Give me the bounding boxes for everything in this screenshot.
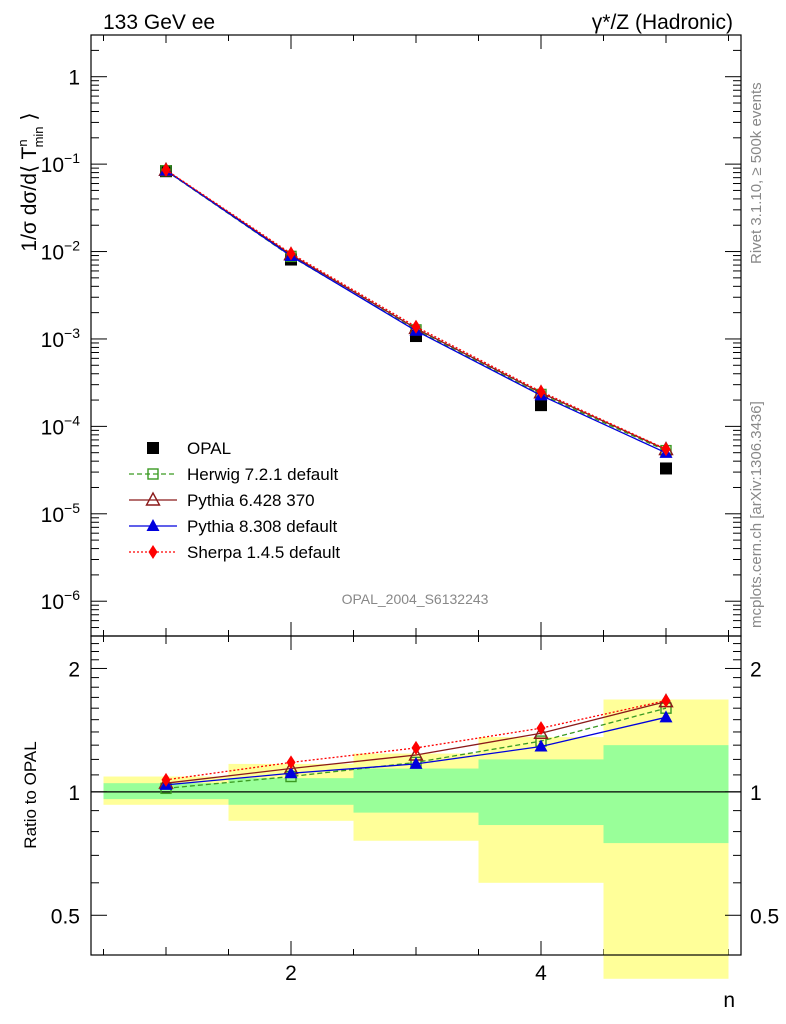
main-plot-layer: 1 10−1 10−2 10−3 10−4 10−5 10−6: [41, 34, 742, 955]
ratio-y-tick-label-right: 0.5: [750, 905, 779, 928]
data-point: [535, 399, 547, 412]
ratio-data-point: [284, 766, 298, 779]
data-point: [661, 442, 671, 457]
legend-label: Herwig 7.2.1 default: [187, 465, 338, 484]
ratio-green-band: [103, 783, 229, 800]
ratio-frame: [90, 635, 742, 956]
legend-marker: [147, 468, 159, 480]
ratio-data-point: [533, 724, 549, 739]
y-tick-label: 10−1: [41, 150, 81, 177]
legend-label: OPAL: [187, 439, 231, 458]
ratio-data-point: [659, 710, 673, 723]
rivet-version-label: Rivet 3.1.10, ≥ 500k events: [748, 82, 765, 264]
x-tick-label: 2: [285, 962, 297, 985]
y-tick-label: 10−3: [41, 325, 81, 352]
ratio-green-band: [353, 768, 479, 813]
svg-text:1/σ dσ/d⟨ Tnmin ⟩: 1/σ dσ/d⟨ Tnmin ⟩: [15, 112, 46, 251]
series-line: [165, 169, 667, 450]
data-point: [286, 246, 296, 261]
data-point: [660, 462, 672, 475]
ratio-data-point: [409, 756, 423, 769]
y-tick-label: 10−2: [41, 238, 81, 265]
legend-label: Pythia 6.428 370: [187, 491, 315, 510]
x-axis-label: n: [723, 989, 735, 1012]
legend-marker: [147, 442, 159, 454]
legend-marker: [145, 491, 161, 506]
ratio-data-point: [411, 740, 421, 755]
y-tick-label: 10−5: [41, 500, 81, 527]
ratio-y-tick-label: 1: [68, 782, 80, 805]
y-tick-label: 10−4: [41, 412, 81, 439]
ratio-y-tick-label-right: 2: [750, 658, 762, 681]
analysis-id-label: OPAL_2004_S6132243: [342, 591, 489, 607]
data-point: [161, 162, 171, 177]
legend-marker: [146, 519, 160, 531]
series-line: [165, 169, 667, 454]
data-point: [411, 319, 421, 334]
ratio-green-band: [603, 745, 729, 844]
ratio-data-point: [286, 755, 296, 770]
x-tick-label: 4: [535, 962, 547, 985]
ratio-data-point: [534, 739, 548, 752]
header-energy-label: 133 GeV ee: [103, 11, 215, 34]
ratio-y-tick-label: 2: [68, 658, 80, 681]
ratio-data-point: [536, 721, 546, 736]
mcplots-credit-label: mcplots.cern.ch [arXiv:1306.3436]: [748, 401, 765, 628]
legend: OPAL Herwig 7.2.1 default Pythia 6.428 370…: [129, 439, 340, 562]
ratio-series-line: [165, 701, 667, 784]
legend-label: Pythia 8.308 default: [187, 517, 338, 536]
legend-label: Sherpa 1.4.5 default: [187, 543, 340, 562]
ratio-ylabel: Ratio to OPAL: [21, 741, 40, 848]
y-tick-label: 1: [68, 67, 80, 90]
series-line: [165, 170, 667, 452]
ratio-y-tick-label-right: 1: [750, 782, 762, 805]
ratio-plot-layer: 2 4 0.5 0.5 1 1 2 2: [51, 635, 779, 985]
ratio-y-tick-label: 0.5: [51, 905, 80, 928]
ratio-data-point: [161, 772, 171, 787]
header-process-label: γ*/Z (Hadronic): [592, 11, 733, 34]
y-tick-label: 10−6: [41, 587, 81, 614]
legend-marker: [148, 545, 158, 559]
main-ylabel: 1/σ dσ/d⟨ Tnmin ⟩: [15, 112, 46, 251]
data-point: [536, 384, 546, 399]
series-line: [165, 169, 667, 451]
ratio-data-point: [661, 693, 671, 708]
